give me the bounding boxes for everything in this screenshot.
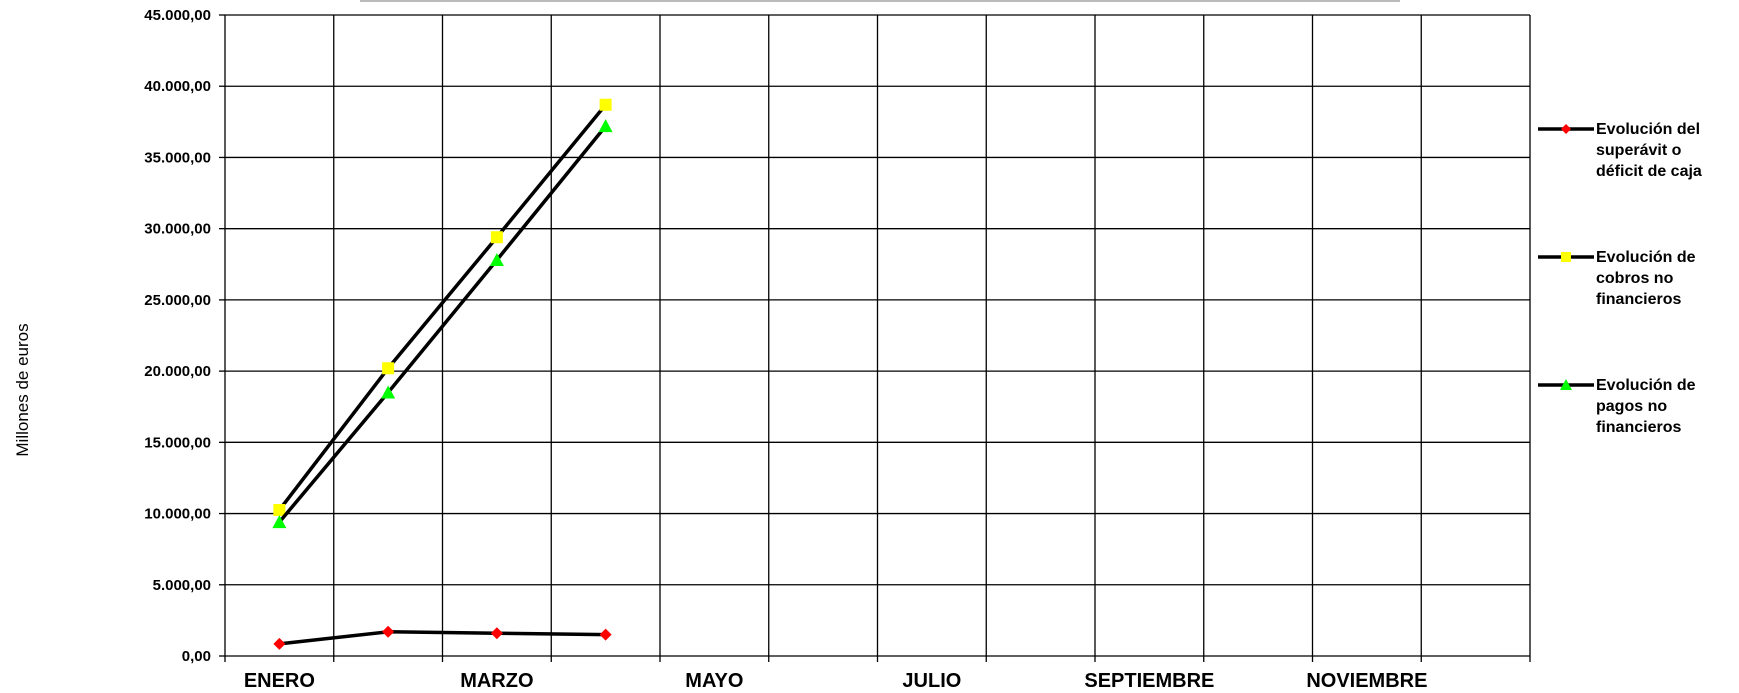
legend-text: financieros (1596, 291, 1681, 308)
grid (219, 14, 1531, 662)
legend-text: Evolución de (1596, 377, 1696, 394)
series-group (272, 98, 613, 650)
legend-marker (1561, 252, 1571, 262)
legend-marker (1561, 124, 1571, 134)
x-tick-label: MARZO (460, 670, 533, 692)
data-point (490, 627, 503, 640)
series-3 (272, 119, 613, 529)
data-point (599, 98, 612, 111)
series-line (277, 103, 607, 512)
legend-text: Evolución de (1596, 249, 1696, 266)
y-tick-label: 40.000,00 (144, 78, 211, 95)
x-tick-label: JULIO (902, 670, 961, 692)
x-tick-label: SEPTIEMBRE (1084, 670, 1214, 692)
series-line (278, 125, 607, 524)
series-line (279, 630, 606, 646)
legend-text: déficit de caja (1596, 163, 1702, 180)
data-point (273, 637, 286, 650)
data-point (382, 362, 395, 375)
data-point (273, 503, 286, 516)
y-axis-label: Millones de euros (13, 323, 32, 456)
y-tick-label: 0,00 (182, 648, 211, 665)
data-point (599, 628, 612, 641)
data-point (272, 515, 287, 529)
x-tick-label: ENERO (244, 670, 315, 692)
x-tick-label: NOVIEMBRE (1306, 670, 1427, 692)
y-tick-label: 10.000,00 (144, 506, 211, 523)
data-point (489, 253, 504, 267)
legend-item: Evolución de cobros no financieros (1538, 249, 1696, 308)
legend-text: Evolución del (1596, 121, 1700, 138)
legend-text: superávit o (1596, 142, 1682, 159)
legend-text: cobros no (1596, 270, 1674, 287)
legend-marker (1560, 379, 1572, 390)
legend-item: Evolución de pagos no financieros (1538, 377, 1696, 436)
series-1 (273, 625, 612, 650)
legend-text: financieros (1596, 419, 1681, 436)
y-tick-label: 20.000,00 (144, 363, 211, 380)
y-axis-ticks: 0,00 5.000,00 10.000,00 15.000,00 20.000,00 2… (144, 7, 211, 665)
y-tick-label: 30.000,00 (144, 221, 211, 238)
x-tick-label: MAYO (685, 670, 743, 692)
data-point (381, 385, 396, 399)
legend-text: pagos no (1596, 398, 1667, 415)
y-tick-label: 35.000,00 (144, 149, 211, 166)
y-tick-label: 5.000,00 (153, 577, 211, 594)
data-point (382, 625, 395, 638)
y-tick-label: 15.000,00 (144, 434, 211, 451)
y-tick-label: 25.000,00 (144, 292, 211, 309)
legend-item: Evolución del superávit o déficit de caja (1538, 121, 1702, 180)
data-point (598, 119, 613, 133)
series-2 (273, 98, 612, 516)
x-axis-ticks: ENERO MARZO MAYO JULIO SEPTIEMBRE NOVIEMBRE (244, 670, 1428, 692)
y-tick-label: 45.000,00 (144, 7, 211, 24)
data-point (490, 231, 503, 244)
